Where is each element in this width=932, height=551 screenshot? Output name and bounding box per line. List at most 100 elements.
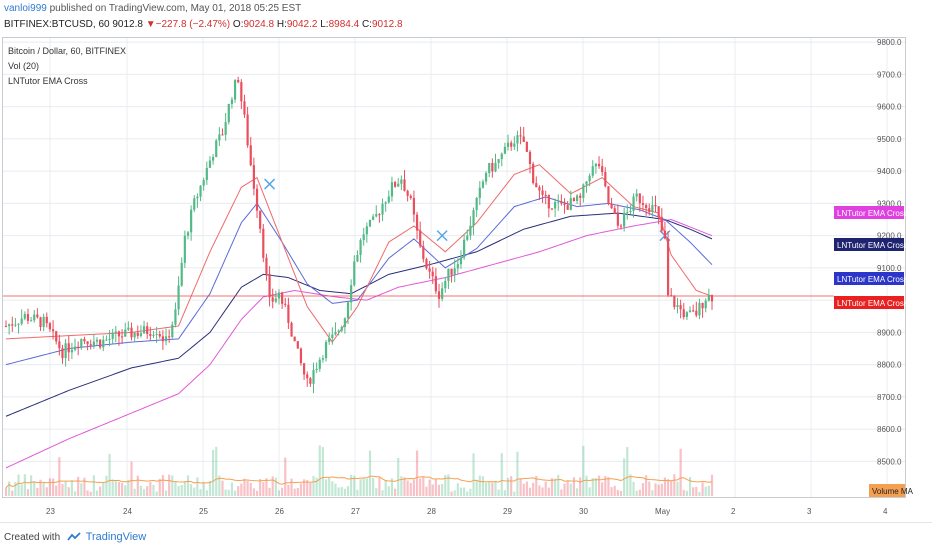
volume-bar [375,488,378,496]
candle-body [149,334,152,336]
x-tick-label: 29 [503,507,512,516]
author-link[interactable]: vanloi999 [4,3,47,14]
cross-marker-icon [264,178,276,190]
volume-bar [670,480,673,496]
candle-body [638,193,641,204]
volume-bar [654,483,657,496]
candle-body [246,114,249,146]
candle-body [233,79,237,100]
candle-body [566,205,569,210]
volume-bar [459,487,463,496]
candle-body [478,187,481,199]
volume-bar [506,477,510,496]
candle-body [124,329,127,337]
volume-bar [193,487,196,496]
candle-body [120,336,124,338]
candle-body [67,343,70,353]
candle-body [547,194,550,209]
candle-body [152,334,155,336]
candle-body [211,157,215,161]
x-tick-label: 27 [351,507,360,516]
volume-bar [237,486,240,496]
volume-bar [183,481,186,496]
candle-body [83,338,86,342]
volume-bar [378,477,381,496]
volume-bar [274,477,277,496]
volume-bar [315,477,318,496]
volume-bar [425,486,428,496]
volume-bar [331,481,334,496]
volume-bar [124,485,127,496]
candle-body [654,204,657,207]
candles [4,76,714,394]
candle-body [623,212,626,227]
volume-bar [77,476,80,496]
y-tick-label: 9300.0 [877,199,902,208]
volume-bar [544,481,547,496]
y-tick-label: 9200.0 [877,232,902,241]
volume-bar [89,491,92,496]
candle-body [588,175,591,182]
candle-body [331,334,334,339]
volume-bar [328,477,331,496]
candle-body [183,235,186,263]
volume-bar [704,486,707,496]
footer: Created with TradingView [0,522,932,551]
volume-bar [638,489,641,496]
time-axis: 23 24 25 26 27 28 29 30 May 2 3 4 [46,507,888,516]
volume-bar [262,482,265,496]
candle-body [215,140,218,158]
candle-body [51,329,55,332]
volume-bar [346,486,350,496]
candle-body [359,240,362,256]
volume-bar [281,487,284,496]
volume-bar [83,477,86,496]
candle-body [80,338,83,348]
volume-bar [186,475,190,496]
brand-link[interactable]: TradingView [85,531,147,543]
candle-body [560,201,563,204]
volume-bar [205,490,208,496]
candle-body [99,339,102,348]
candle-body [208,160,212,168]
volume-bar [26,489,30,496]
symbol-label: BITFINEX:BTCUSD, 60 [4,19,110,30]
candle-body [472,210,475,226]
candle-body [372,216,375,220]
volume-bar [547,487,550,496]
candle-body [488,162,491,174]
volume-bar [415,450,419,496]
candle-body [481,181,485,188]
volume-bar [532,482,535,496]
volume-bar [230,482,234,496]
tag-pink-bg [834,206,904,219]
candle-body [682,309,685,318]
y-tick-label: 8800.0 [877,361,902,370]
volume-bar [437,484,441,496]
volume-bar [695,486,698,496]
volume-bar [362,478,365,496]
volume-bar [48,478,52,496]
volume-bar [80,483,83,496]
volume-bar [102,482,105,496]
candle-body [676,305,679,307]
volume-bar [384,479,387,496]
candle-body [484,173,488,182]
candle-body [290,322,293,337]
volume-bar [456,483,459,496]
volume-bar [535,476,538,496]
volume-bar [120,482,124,496]
x-tick-label: 3 [807,507,812,516]
candle-body [218,134,221,141]
volume-bar [666,479,670,496]
candle-body [362,234,365,241]
volume-bar [312,475,315,496]
candle-body [309,378,312,384]
candle-body [243,101,246,115]
volume-bar [246,480,249,496]
candle-body [171,324,174,338]
candle-body [64,343,67,359]
volume-bar [619,490,623,496]
candle-body [4,325,8,327]
